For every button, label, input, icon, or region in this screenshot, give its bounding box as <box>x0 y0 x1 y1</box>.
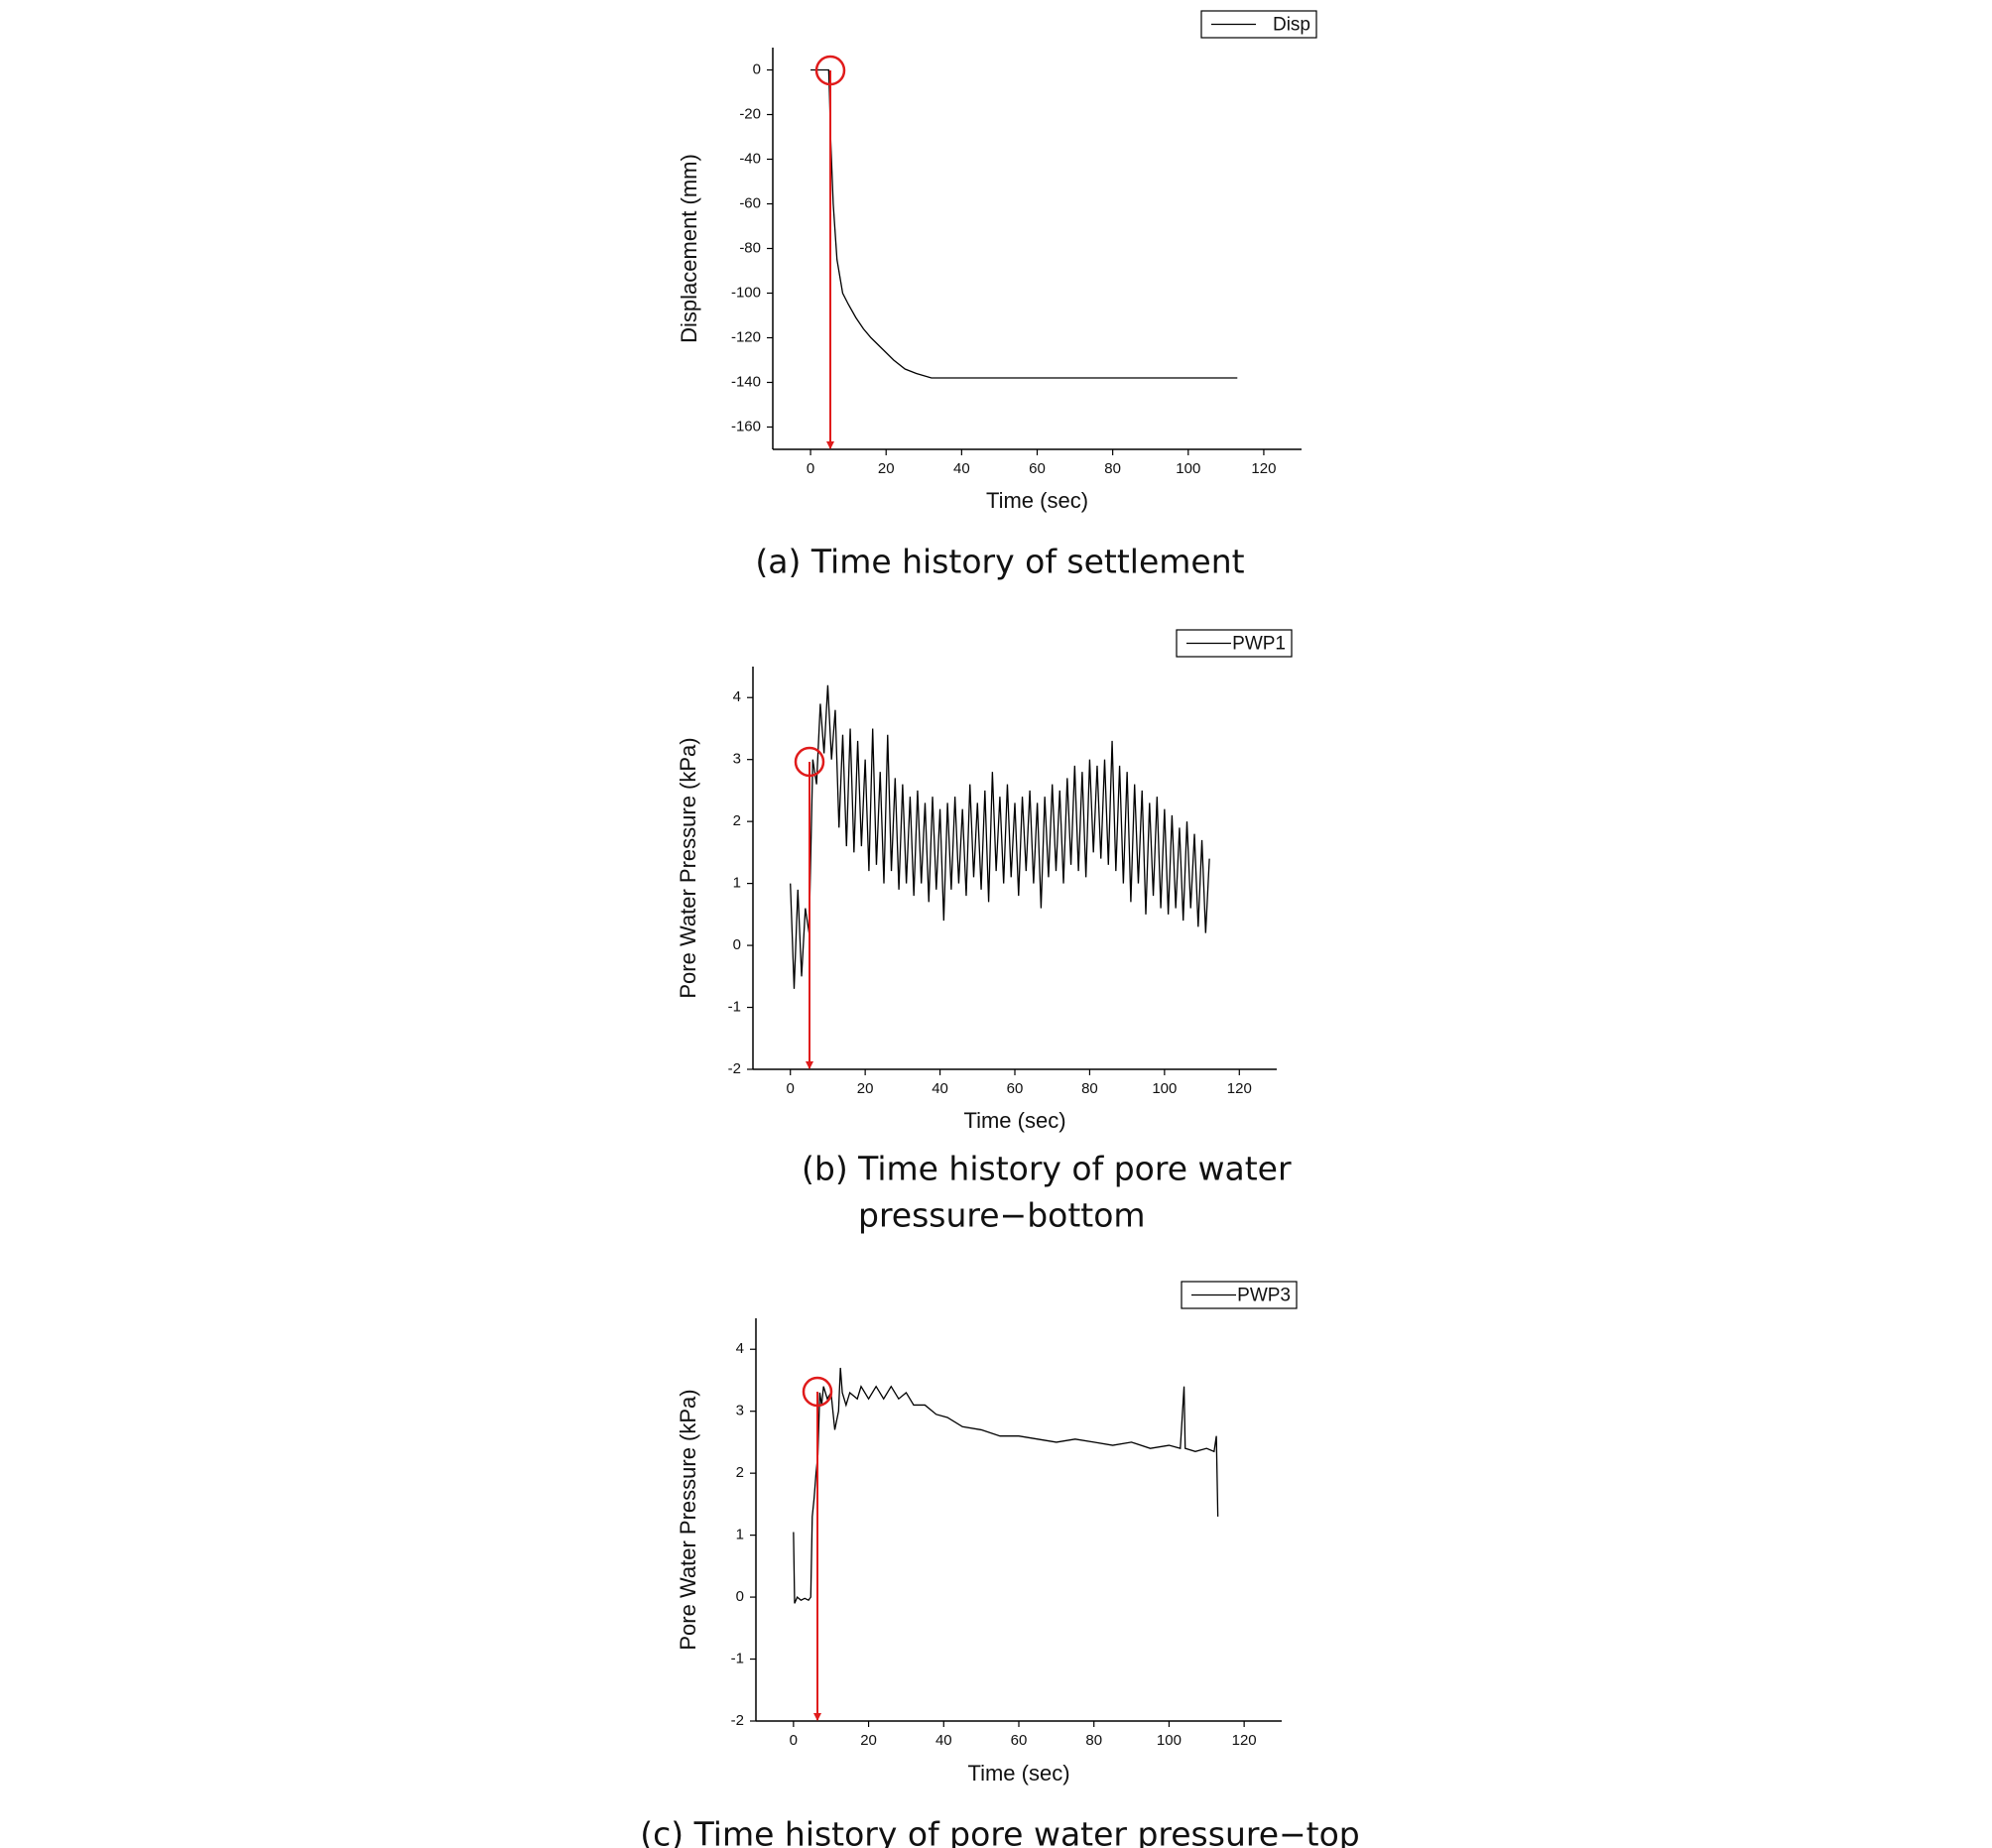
x-tick-label: 60 <box>1007 1080 1024 1097</box>
caption: (c) Time history of pore water pressure−… <box>640 1815 1359 1848</box>
x-tick-label: 0 <box>787 1080 795 1097</box>
y-tick-label: -1 <box>731 1651 744 1667</box>
x-axis-label: Time (sec) <box>986 488 1088 513</box>
y-tick-label: 1 <box>733 875 741 892</box>
caption: (b) Time history of pore water <box>802 1150 1292 1188</box>
y-axis-label: Pore Water Pressure (kPa) <box>676 1389 700 1650</box>
data-line <box>810 68 1238 379</box>
y-tick-label: -1 <box>728 999 741 1016</box>
annotation-c <box>802 1376 833 1721</box>
x-tick-label: 0 <box>807 460 814 477</box>
y-tick-label: -60 <box>739 194 761 211</box>
y-tick-label: 3 <box>736 1403 744 1419</box>
x-tick-label: 20 <box>857 1080 874 1097</box>
y-tick-label: 0 <box>753 61 761 77</box>
y-tick-label: 4 <box>733 688 741 705</box>
y-tick-label: -140 <box>731 373 761 390</box>
y-tick-label: -20 <box>739 105 761 122</box>
y-tick-label: -120 <box>731 328 761 345</box>
data-line <box>790 684 1210 989</box>
x-tick-label: 80 <box>1081 1080 1098 1097</box>
annotation-a <box>814 55 846 449</box>
x-tick-label: 80 <box>1085 1732 1102 1749</box>
caption: (a) Time history of settlement <box>755 543 1244 581</box>
x-tick-label: 20 <box>860 1732 877 1749</box>
x-tick-label: 120 <box>1232 1732 1257 1749</box>
caption: pressure−bottom <box>858 1196 1146 1235</box>
y-tick-label: -160 <box>731 418 761 434</box>
y-tick-label: 3 <box>733 751 741 768</box>
chart: 0 -20 -40 -60 -80 -100 -120 -140 -160 0 20 40 60 80 10… <box>677 10 1317 581</box>
x-axis-label: Time (sec) <box>967 1761 1069 1786</box>
legend-label: Disp <box>1273 15 1310 36</box>
y-axis-label: Pore Water Pressure (kPa) <box>676 737 700 998</box>
x-tick-label: 60 <box>1029 460 1046 477</box>
x-tick-label: 60 <box>1011 1732 1028 1749</box>
x-tick-label: 40 <box>953 460 970 477</box>
x-tick-label: 120 <box>1251 460 1276 477</box>
x-tick-label: 100 <box>1152 1080 1177 1097</box>
y-tick-label: -2 <box>731 1712 744 1729</box>
y-tick-label: 0 <box>733 936 741 953</box>
y-tick-label: -80 <box>739 239 761 256</box>
x-tick-label: 80 <box>1104 460 1121 477</box>
x-tick-label: 40 <box>932 1080 948 1097</box>
x-tick-label: 20 <box>878 460 895 477</box>
x-axis-label: Time (sec) <box>963 1108 1065 1133</box>
y-axis-label: Displacement (mm) <box>677 154 701 343</box>
y-tick-label: -100 <box>731 284 761 301</box>
legend-label: PWP3 <box>1237 1286 1291 1306</box>
x-tick-label: 120 <box>1227 1080 1252 1097</box>
y-tick-label: 2 <box>733 812 741 829</box>
y-tick-label: -40 <box>739 150 761 167</box>
y-tick-label: 0 <box>736 1588 744 1605</box>
annotation-b <box>794 746 825 1069</box>
x-tick-label: 40 <box>935 1732 952 1749</box>
x-tick-label: 0 <box>790 1732 798 1749</box>
legend-label: PWP1 <box>1232 634 1286 655</box>
x-tick-label: 100 <box>1157 1732 1182 1749</box>
y-tick-label: 1 <box>736 1527 744 1543</box>
y-tick-label: 4 <box>736 1340 744 1357</box>
y-tick-label: 2 <box>736 1464 744 1481</box>
x-tick-label: 100 <box>1176 460 1200 477</box>
data-line <box>793 1367 1219 1604</box>
y-tick-label: -2 <box>728 1060 741 1077</box>
